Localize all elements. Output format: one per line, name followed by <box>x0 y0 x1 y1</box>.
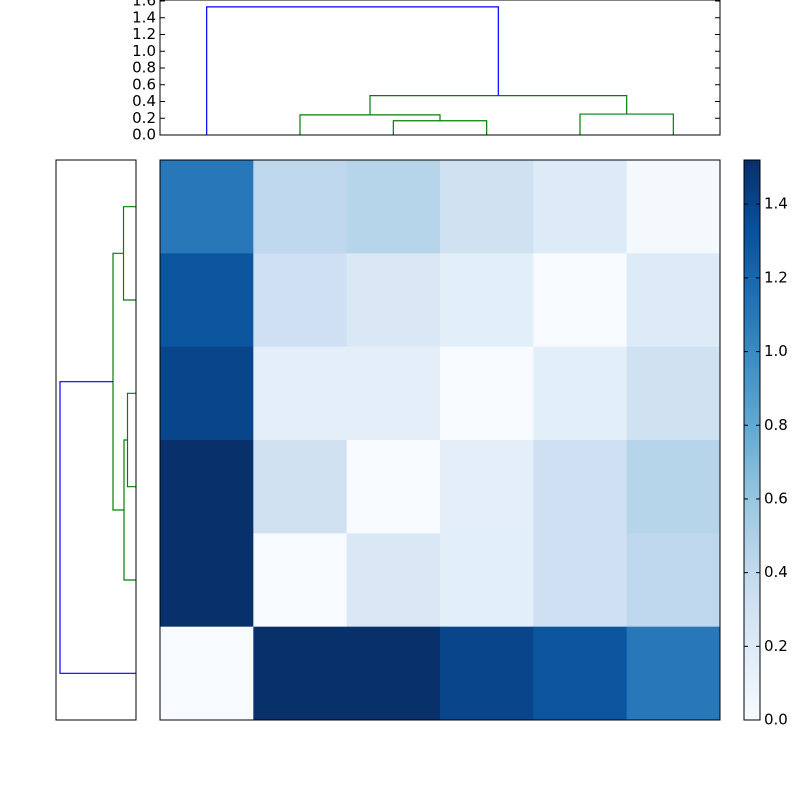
heatmap-cell <box>253 346 348 441</box>
dendrogram-link <box>112 252 124 511</box>
heatmap-cell <box>160 440 254 534</box>
heatmap-cell <box>533 346 628 441</box>
heatmap-cell <box>440 626 534 721</box>
y-tick-label: 1.4 <box>132 8 156 26</box>
heatmap-cell <box>160 533 254 628</box>
dendrogram-link <box>59 381 136 674</box>
heatmap-cell <box>626 440 721 534</box>
colorbar-tick-label: 1.4 <box>764 195 788 213</box>
y-tick-label: 1.0 <box>132 42 156 60</box>
heatmap-cell <box>533 626 628 721</box>
heatmap-cell <box>440 533 534 628</box>
heatmap-cell <box>346 253 441 348</box>
heatmap-cell <box>626 253 721 348</box>
heatmap-cell <box>533 253 628 348</box>
heatmap-cell <box>346 160 441 254</box>
dendrogram-link <box>206 6 499 135</box>
axes-frame <box>159 0 721 136</box>
colorbar-tick-label: 0.8 <box>764 416 788 434</box>
heatmap-cell <box>626 626 721 721</box>
heatmap-cell <box>626 346 721 441</box>
heatmap-cell <box>440 440 534 534</box>
heatmap-cell <box>440 346 534 441</box>
dendrogram-link <box>122 206 136 301</box>
dendrogram-link <box>126 392 136 488</box>
heatmap-cell <box>626 533 721 628</box>
y-tick-label: 0.6 <box>132 75 156 93</box>
y-tick-label: 1.6 <box>132 0 156 10</box>
axes-frame <box>159 159 721 721</box>
dendrogram-link <box>123 439 136 581</box>
heatmap-cell <box>346 346 441 441</box>
y-tick-label: 0.0 <box>132 126 156 144</box>
dendrogram-link <box>392 120 488 135</box>
heatmap-cell <box>160 160 254 254</box>
y-tick-label: 1.2 <box>132 25 156 43</box>
heatmap-cell <box>253 160 348 254</box>
dendrogram-link <box>579 113 674 135</box>
colorbar-tick-label: 0.0 <box>764 711 788 729</box>
colorbar-tick-label: 1.2 <box>764 268 788 286</box>
dendrogram-link <box>369 95 628 115</box>
colorbar-tick-label: 0.4 <box>764 563 788 581</box>
colorbar-tick-label: 1.0 <box>764 342 788 360</box>
y-tick-label: 0.8 <box>132 59 156 77</box>
dendrogram-link <box>299 114 441 135</box>
heatmap-cell <box>160 346 254 441</box>
heatmap-cell <box>533 160 628 254</box>
y-tick-label: 0.4 <box>132 92 156 110</box>
heatmap-cell <box>253 533 348 628</box>
heatmap-cell <box>440 253 534 348</box>
heatmap-cell <box>346 626 441 721</box>
heatmap-cell <box>533 533 628 628</box>
heatmap-cell <box>160 626 254 721</box>
heatmap-cell <box>253 253 348 348</box>
heatmap-cell <box>160 253 254 348</box>
heatmap-cell <box>440 160 534 254</box>
heatmap-cell <box>346 440 441 534</box>
heatmap-cell <box>253 626 348 721</box>
heatmap-cell <box>346 533 441 628</box>
colorbar <box>743 159 761 721</box>
heatmap-cell <box>533 440 628 534</box>
y-tick-label: 0.2 <box>132 109 156 127</box>
axes-frame <box>55 159 137 721</box>
heatmap-cell <box>253 440 348 534</box>
heatmap-cell <box>626 160 721 254</box>
colorbar-tick-label: 0.6 <box>764 489 788 507</box>
colorbar-tick-label: 0.2 <box>764 637 788 655</box>
